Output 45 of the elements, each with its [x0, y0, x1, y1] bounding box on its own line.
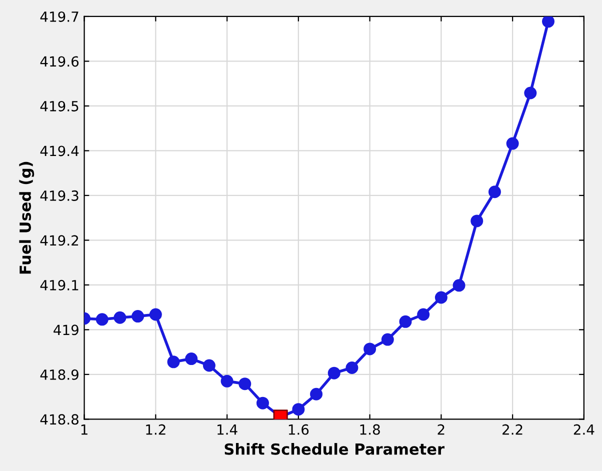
- y-tick-label: 419.4: [40, 146, 79, 156]
- y-tick-label: 419.3: [40, 190, 78, 201]
- x-tick-label: 1: [81, 424, 88, 435]
- point: [185, 352, 198, 366]
- y-tick-label: 419: [54, 324, 78, 336]
- point: [149, 308, 162, 321]
- y-tick-label: 419.5: [40, 100, 78, 112]
- point: [434, 291, 448, 304]
- y-tick-label: 419.7: [40, 11, 78, 22]
- y-axis-title: Fuel Used (g): [19, 162, 34, 274]
- x-tick-label: 1.6: [288, 424, 309, 435]
- point: [96, 313, 108, 326]
- point: [220, 374, 234, 388]
- point: [364, 342, 376, 356]
- x-tick-label: 2.2: [502, 424, 522, 435]
- y-tick-label: 419.6: [40, 56, 79, 67]
- point: [417, 308, 430, 321]
- x-tick-label: 2.4: [574, 424, 594, 435]
- point: [542, 16, 554, 28]
- point: [114, 311, 126, 324]
- y-tick-label: 418.8: [40, 414, 78, 425]
- point: [292, 403, 305, 416]
- point: [310, 388, 323, 400]
- x-tick-label: 1.4: [218, 424, 238, 435]
- y-tick-label: 418.9: [40, 369, 78, 380]
- point: [346, 361, 358, 374]
- point: [328, 366, 340, 380]
- point: [470, 214, 484, 228]
- x-axis-title: Shift Schedule Parameter: [224, 443, 444, 455]
- point: [132, 310, 144, 323]
- y-tick-label: 419.1: [40, 280, 78, 290]
- point: [488, 186, 501, 198]
- point: [381, 333, 394, 346]
- x-tick-label: 2: [438, 424, 444, 435]
- point: [256, 396, 269, 410]
- point: [524, 86, 537, 100]
- y-tick-label: 419.2: [40, 235, 78, 246]
- x-tick-label: 1.8: [360, 424, 380, 435]
- point: [167, 356, 180, 368]
- point: [238, 378, 252, 390]
- point: [452, 279, 466, 292]
- point: [506, 137, 519, 150]
- point: [202, 359, 216, 372]
- point: [399, 315, 412, 328]
- x-tick-label: 1.2: [146, 424, 166, 435]
